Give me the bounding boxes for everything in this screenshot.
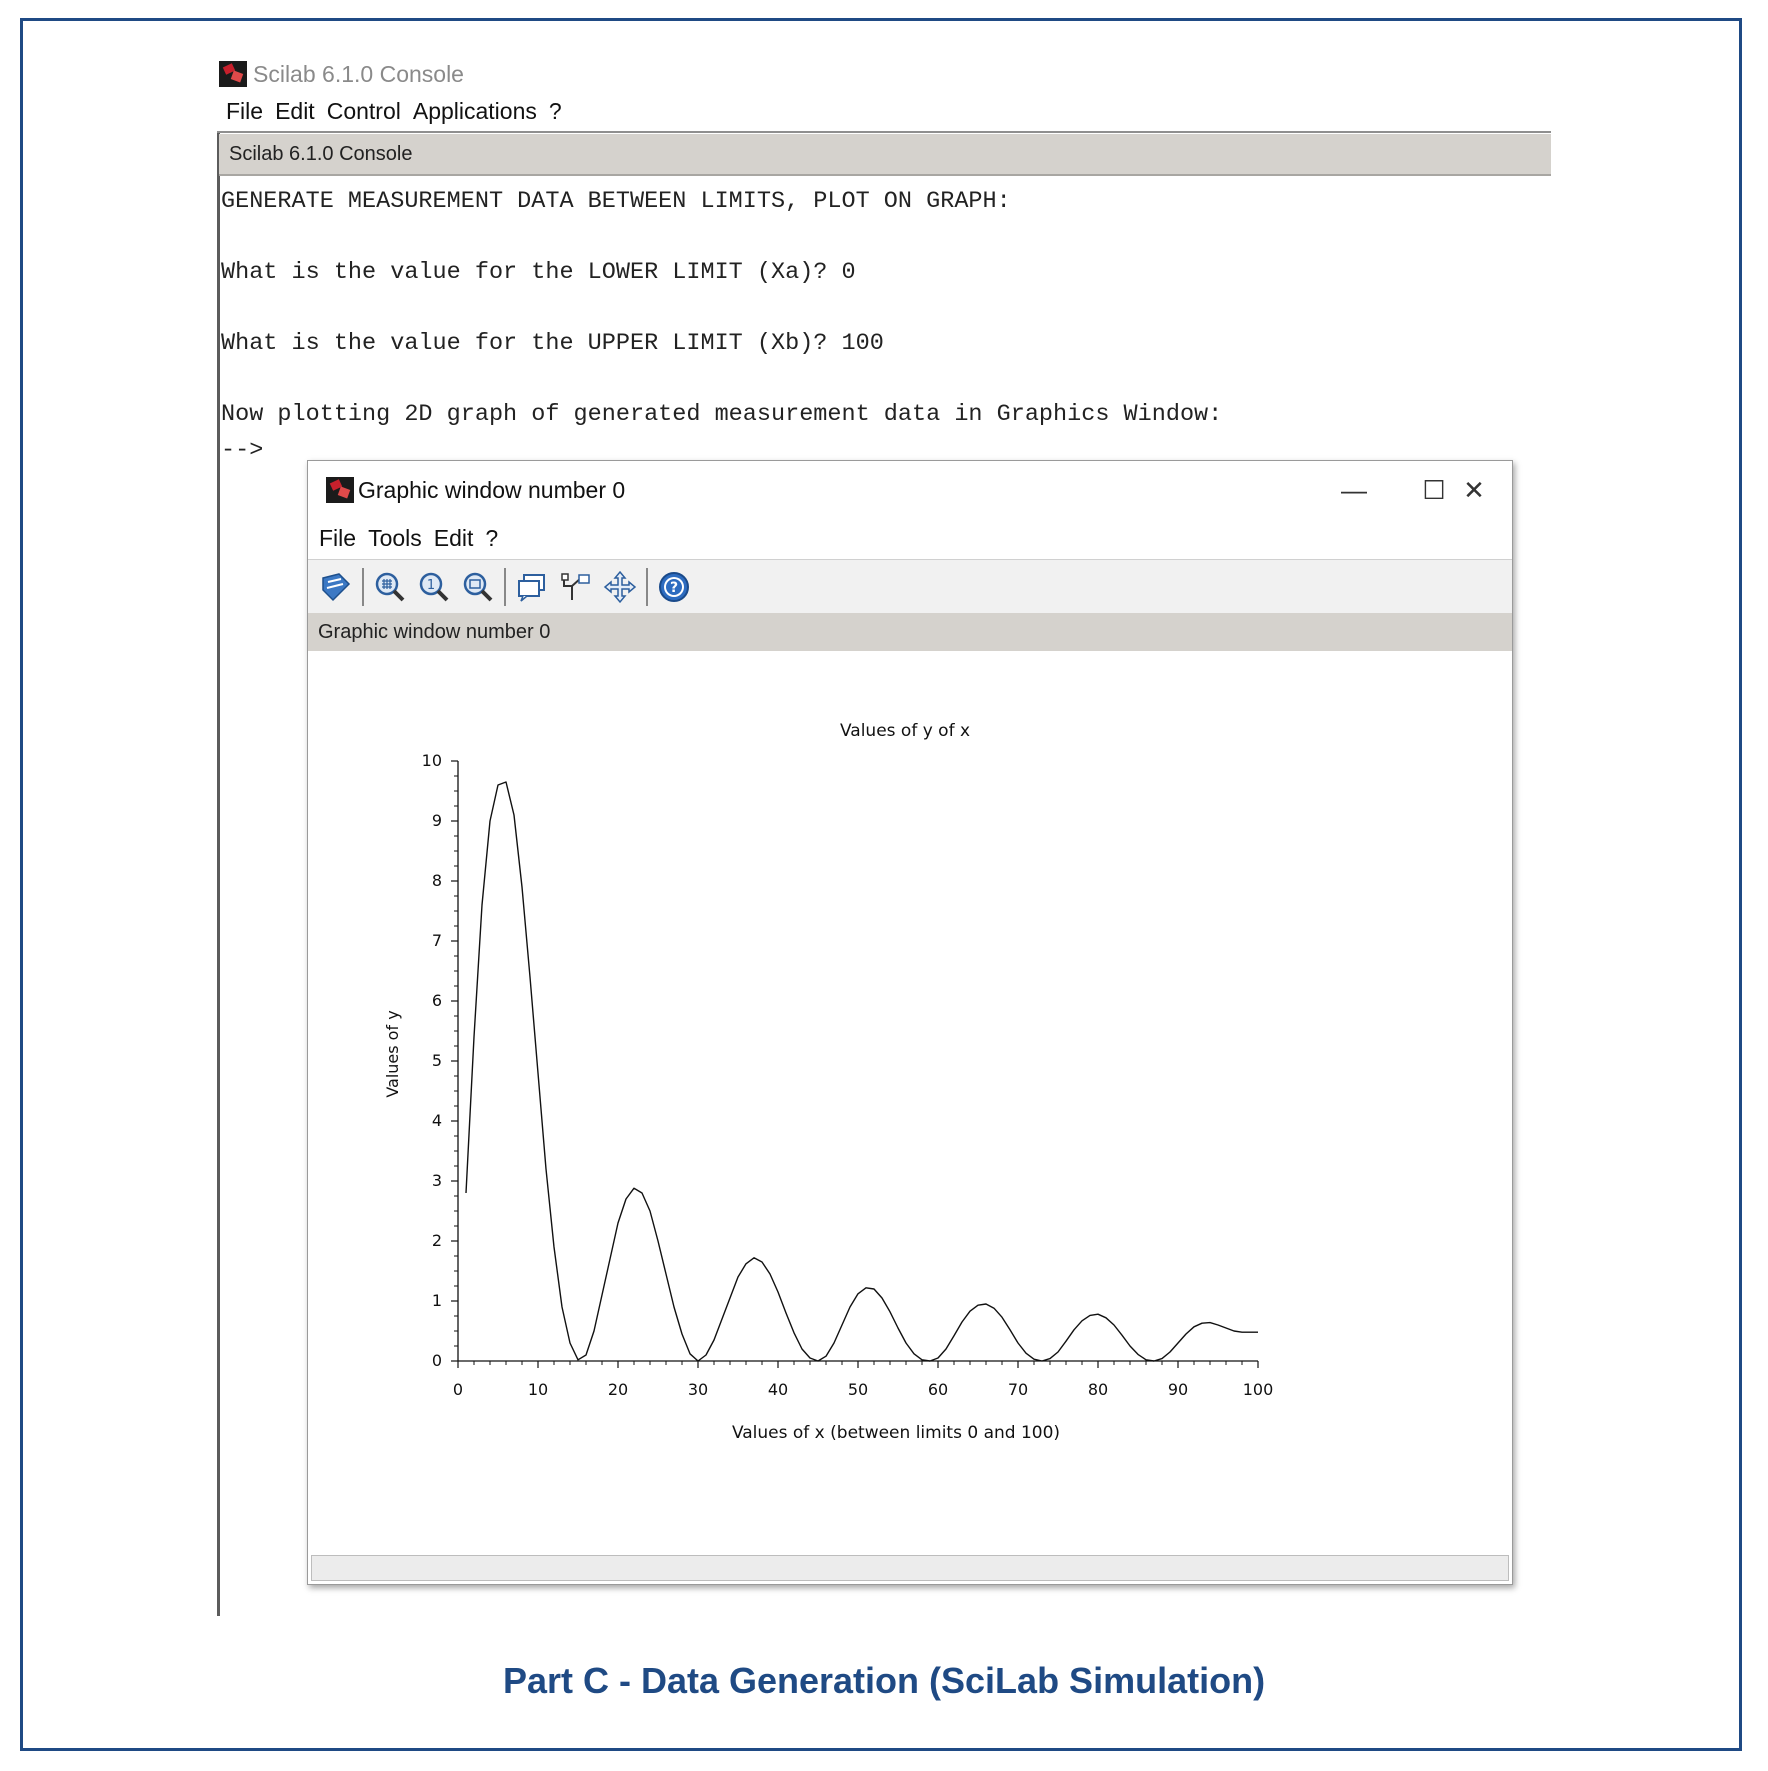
x-tick-label: 20 xyxy=(608,1380,628,1399)
console-prompt[interactable]: --> xyxy=(221,436,264,464)
toolbar-separator xyxy=(504,567,506,606)
scilab-app-icon xyxy=(219,61,247,87)
minimize-button[interactable]: — xyxy=(1314,461,1394,519)
graphic-window: Graphic window number 0 — ☐ ✕ File Tools… xyxy=(307,460,1513,1585)
graphic-menu-help[interactable]: ? xyxy=(485,525,499,551)
console-dock-header: Scilab 6.1.0 Console xyxy=(219,134,1551,176)
help-icon[interactable]: ? xyxy=(655,568,693,606)
console-line: GENERATE MEASUREMENT DATA BETWEEN LIMITS… xyxy=(221,188,1011,215)
x-tick-label: 90 xyxy=(1168,1380,1188,1399)
graphic-menu-file[interactable]: File xyxy=(319,525,357,551)
console-menu-file[interactable]: File xyxy=(226,98,264,124)
scilab-app-icon xyxy=(326,477,354,503)
series-line xyxy=(465,781,1258,1362)
graphic-status-bar xyxy=(311,1555,1509,1581)
console-menu-help[interactable]: ? xyxy=(548,98,562,124)
graphic-toolbar: 1 ? xyxy=(308,559,1512,613)
figure-frame xyxy=(20,18,1742,1751)
graphic-dock-header: Graphic window number 0 xyxy=(308,613,1512,651)
console-header-label: Scilab 6.1.0 Console xyxy=(229,142,413,165)
svg-text:?: ? xyxy=(670,580,678,596)
console-title-text: Scilab 6.1.0 Console xyxy=(253,60,464,87)
svg-text:1: 1 xyxy=(427,578,435,593)
console-line: What is the value for the LOWER LIMIT (X… xyxy=(221,259,856,286)
close-icon: ✕ xyxy=(1463,474,1485,505)
close-button[interactable]: ✕ xyxy=(1434,461,1514,519)
datatip-edit-icon[interactable] xyxy=(557,568,595,606)
y-tick-label: 7 xyxy=(432,931,442,950)
console-output[interactable]: GENERATE MEASUREMENT DATA BETWEEN LIMITS… xyxy=(221,184,1222,468)
figure-caption: Part C - Data Generation (SciLab Simulat… xyxy=(502,1660,1266,1701)
y-tick-label: 10 xyxy=(422,751,442,770)
x-tick-label: 70 xyxy=(1008,1380,1028,1399)
minimize-icon: — xyxy=(1341,474,1367,505)
y-tick-label: 6 xyxy=(432,991,442,1010)
console-menubar: File Edit Control Applications ? xyxy=(224,98,564,125)
maximize-icon: ☐ xyxy=(1422,474,1446,505)
x-tick-label: 40 xyxy=(768,1380,788,1399)
y-tick-label: 1 xyxy=(432,1291,442,1310)
x-tick-label: 60 xyxy=(928,1380,948,1399)
y-axis-label: Values of y xyxy=(383,1010,402,1097)
graphic-menu-edit[interactable]: Edit xyxy=(433,525,474,551)
chart-title: Values of y of x xyxy=(840,721,970,741)
console-line: Now plotting 2D graph of generated measu… xyxy=(221,401,1223,428)
toolbar-separator xyxy=(362,567,364,606)
zoom-out-icon[interactable] xyxy=(459,568,497,606)
toolbar-separator xyxy=(646,567,648,606)
y-tick-label: 4 xyxy=(432,1111,442,1130)
zoom-grid-icon[interactable] xyxy=(371,568,409,606)
plot-canvas[interactable]: Values of y of x Values of y Values of x… xyxy=(308,651,1512,1551)
x-tick-label: 50 xyxy=(848,1380,868,1399)
series-group xyxy=(465,781,1258,1362)
maximize-button[interactable]: ☐ xyxy=(1394,461,1474,519)
graphic-menubar: File Tools Edit ? xyxy=(316,525,501,552)
y-tick-label: 5 xyxy=(432,1051,442,1070)
graphic-menu-tools[interactable]: Tools xyxy=(368,525,422,551)
y-tick-label: 9 xyxy=(432,811,442,830)
pan-icon[interactable] xyxy=(601,568,639,606)
console-line: What is the value for the UPPER LIMIT (X… xyxy=(221,330,884,357)
graphic-window-title: Graphic window number 0 xyxy=(358,476,626,503)
x-tick-label: 10 xyxy=(528,1380,548,1399)
rotate-icon[interactable] xyxy=(317,568,355,606)
x-tick-label: 30 xyxy=(688,1380,708,1399)
graphic-header-label: Graphic window number 0 xyxy=(318,620,551,643)
console-menu-control[interactable]: Control xyxy=(326,98,401,124)
graphic-window-titlebar[interactable]: Graphic window number 0 xyxy=(308,461,1512,519)
zoom-in-icon[interactable]: 1 xyxy=(415,568,453,606)
x-axis-label: Values of x (between limits 0 and 100) xyxy=(732,1423,1060,1443)
x-tick-label: 80 xyxy=(1088,1380,1108,1399)
x-tick-label: 0 xyxy=(453,1380,463,1399)
console-menu-edit[interactable]: Edit xyxy=(275,98,315,124)
console-border xyxy=(217,133,220,1616)
console-titlebar: Scilab 6.1.0 Console xyxy=(219,58,464,90)
y-tick-label: 2 xyxy=(432,1231,442,1250)
x-tick-label: 100 xyxy=(1243,1380,1274,1399)
y-tick-label: 0 xyxy=(432,1351,442,1370)
console-menu-applications[interactable]: Applications xyxy=(412,98,537,124)
datatip-icon[interactable] xyxy=(513,568,551,606)
y-tick-label: 8 xyxy=(432,871,442,890)
console-divider xyxy=(217,131,1551,133)
y-tick-label: 3 xyxy=(432,1171,442,1190)
axes: 0 10 20 30 40 50 60 70 80 90 100 0 1 2 3 4 5 6 7 8 9 10 xyxy=(422,751,1274,1399)
